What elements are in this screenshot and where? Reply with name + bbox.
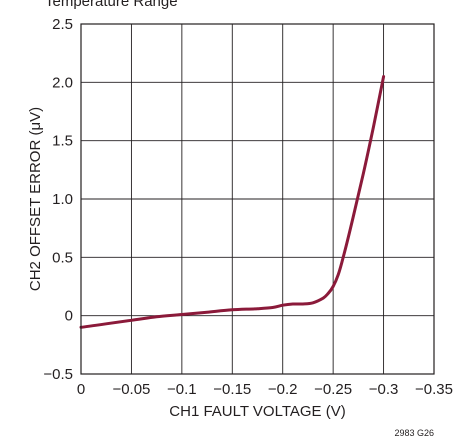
x-tick-label: −0.15 bbox=[213, 381, 251, 398]
x-tick-labels: 0 −0.05 −0.1 −0.15 −0.2 −0.25 −0.3 −0.35 bbox=[77, 381, 453, 398]
y-tick-label: 1.0 bbox=[52, 191, 73, 208]
grid bbox=[81, 24, 434, 374]
y-axis-label: CH2 OFFSET ERROR (μV) bbox=[27, 107, 44, 291]
y-tick-label: 1.5 bbox=[52, 133, 73, 150]
partial-title: Temperature Range bbox=[45, 0, 178, 10]
figure-id: 2983 G26 bbox=[394, 428, 434, 438]
x-tick-label: −0.3 bbox=[369, 381, 399, 398]
y-tick-label: 2.0 bbox=[52, 74, 73, 91]
plot-frame bbox=[80, 23, 435, 375]
x-tick-label: −0.35 bbox=[415, 381, 453, 398]
x-tick-label: 0 bbox=[77, 381, 85, 398]
x-tick-label: −0.25 bbox=[314, 381, 352, 398]
y-tick-label: 0 bbox=[65, 308, 73, 325]
x-axis-label: CH1 FAULT VOLTAGE (V) bbox=[169, 403, 345, 420]
y-tick-label: 2.5 bbox=[52, 16, 73, 33]
series-line bbox=[79, 75, 386, 329]
series-layer bbox=[79, 75, 386, 329]
x-tick-label: −0.1 bbox=[167, 381, 197, 398]
x-tick-label: −0.2 bbox=[268, 381, 298, 398]
y-tick-label: −0.5 bbox=[43, 366, 73, 383]
x-tick-label: −0.05 bbox=[112, 381, 150, 398]
y-tick-label: 0.5 bbox=[52, 249, 73, 266]
y-tick-labels: −0.5 0 0.5 1.0 1.5 2.0 2.5 bbox=[43, 16, 73, 383]
